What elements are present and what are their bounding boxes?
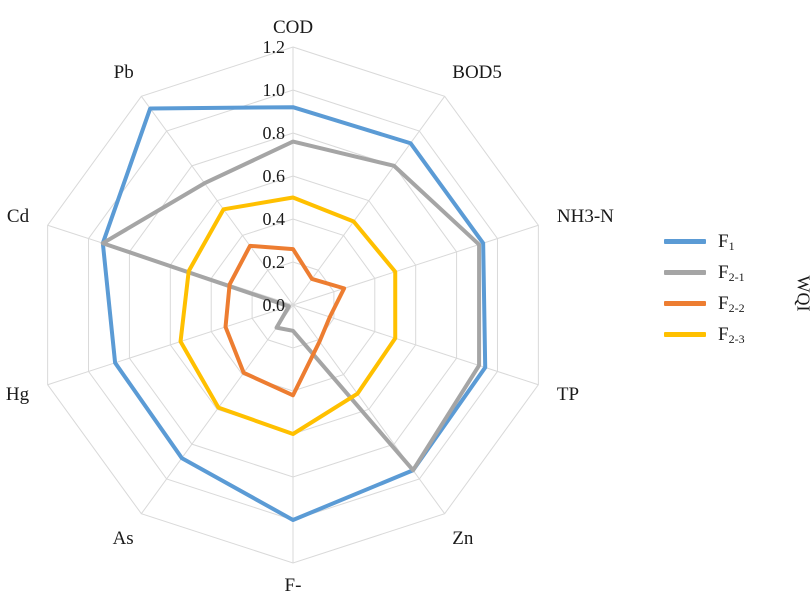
category-label: Zn [452, 528, 474, 549]
category-label: TP [557, 384, 579, 405]
legend-item-f2-3: F2-3 [664, 319, 745, 350]
series-line-f2-3 [178, 195, 398, 436]
legend-label-f1: F1 [718, 230, 735, 253]
category-label: NH3-N [557, 206, 614, 227]
tick-label: 1.2 [263, 37, 286, 57]
legend-label-f2-3: F2-3 [718, 323, 745, 346]
tick-label: 0.6 [263, 166, 286, 186]
category-labels: COD BOD5 NH3-N TP Zn F- As Hg Cd Pb [6, 17, 614, 596]
axis-spoke [47, 304, 294, 386]
category-label: COD [273, 17, 313, 38]
legend: F1 F2-1 F2-2 F2-3 [664, 226, 745, 350]
legend-swatch-f2-3 [664, 332, 706, 337]
legend-item-f2-2: F2-2 [664, 288, 745, 319]
axis-spoke [292, 95, 446, 306]
series-line-f2-1 [100, 139, 482, 473]
category-label: F- [285, 575, 302, 596]
tick-label: 0.0 [263, 295, 286, 315]
axis-title-wqi: WQI [793, 275, 810, 312]
axis-spoke [292, 304, 446, 515]
radial-tick-labels: 0.0 0.2 0.4 0.6 0.8 1.0 1.2 [263, 37, 286, 315]
category-label: Hg [6, 384, 30, 405]
series-line-f2-2 [223, 243, 347, 398]
legend-label-f2-2: F2-2 [718, 292, 745, 315]
axis-spoke [140, 304, 294, 515]
category-label: As [113, 528, 134, 549]
legend-swatch-f2-2 [664, 301, 706, 306]
tick-label: 0.4 [263, 209, 286, 229]
series-line-f1 [100, 105, 488, 522]
category-label: Cd [7, 206, 30, 227]
legend-swatch-f1 [664, 239, 706, 244]
tick-label: 0.2 [263, 252, 286, 272]
tick-label: 0.8 [263, 123, 286, 143]
legend-item-f1: F1 [664, 226, 745, 257]
tick-label: 1.0 [263, 80, 286, 100]
axis-spoke [292, 304, 539, 386]
legend-item-f2-1: F2-1 [664, 257, 745, 288]
category-label: Pb [114, 62, 134, 83]
radar-series [100, 105, 488, 522]
axis-spoke [140, 95, 294, 306]
category-label: BOD5 [452, 62, 502, 83]
legend-swatch-f2-1 [664, 270, 706, 275]
legend-label-f2-1: F2-1 [718, 261, 745, 284]
axis-spoke [292, 224, 539, 306]
